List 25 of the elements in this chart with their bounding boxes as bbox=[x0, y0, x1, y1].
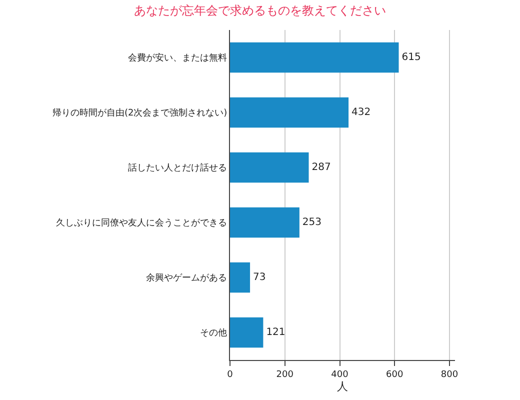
y-tick-label: その他 bbox=[200, 328, 228, 339]
bar bbox=[230, 262, 250, 293]
bar bbox=[230, 152, 309, 183]
x-tick-label: 200 bbox=[276, 370, 294, 380]
bar bbox=[230, 207, 300, 238]
data-label: 615 bbox=[402, 52, 421, 63]
data-label: 432 bbox=[352, 107, 371, 118]
bar bbox=[230, 97, 349, 128]
data-label: 287 bbox=[312, 162, 331, 174]
y-tick-label: 久しぶりに同僚や友人に会うことができる bbox=[56, 218, 228, 229]
y-tick-label: 余興やゲームがある bbox=[146, 272, 228, 284]
x-tick-label: 800 bbox=[440, 370, 458, 380]
x-tick-label: 600 bbox=[386, 370, 404, 380]
data-label: 121 bbox=[266, 327, 286, 338]
y-tick-label: 話したい人とだけ話せる bbox=[128, 162, 228, 174]
y-tick-label: 帰りの時間が自由(2次会まで強制されない) bbox=[52, 108, 228, 119]
x-tick-label: 400 bbox=[331, 370, 349, 380]
data-label: 73 bbox=[253, 272, 266, 284]
chart-title: あなたが忘年会で求めるものを教えてください bbox=[134, 3, 386, 18]
x-axis-title: 人 bbox=[337, 380, 348, 393]
bar bbox=[230, 42, 399, 73]
y-tick-label: 会費が安い、または無料 bbox=[128, 52, 228, 64]
bar bbox=[230, 317, 264, 348]
data-label: 253 bbox=[302, 217, 322, 228]
x-tick-label: 0 bbox=[227, 370, 234, 380]
